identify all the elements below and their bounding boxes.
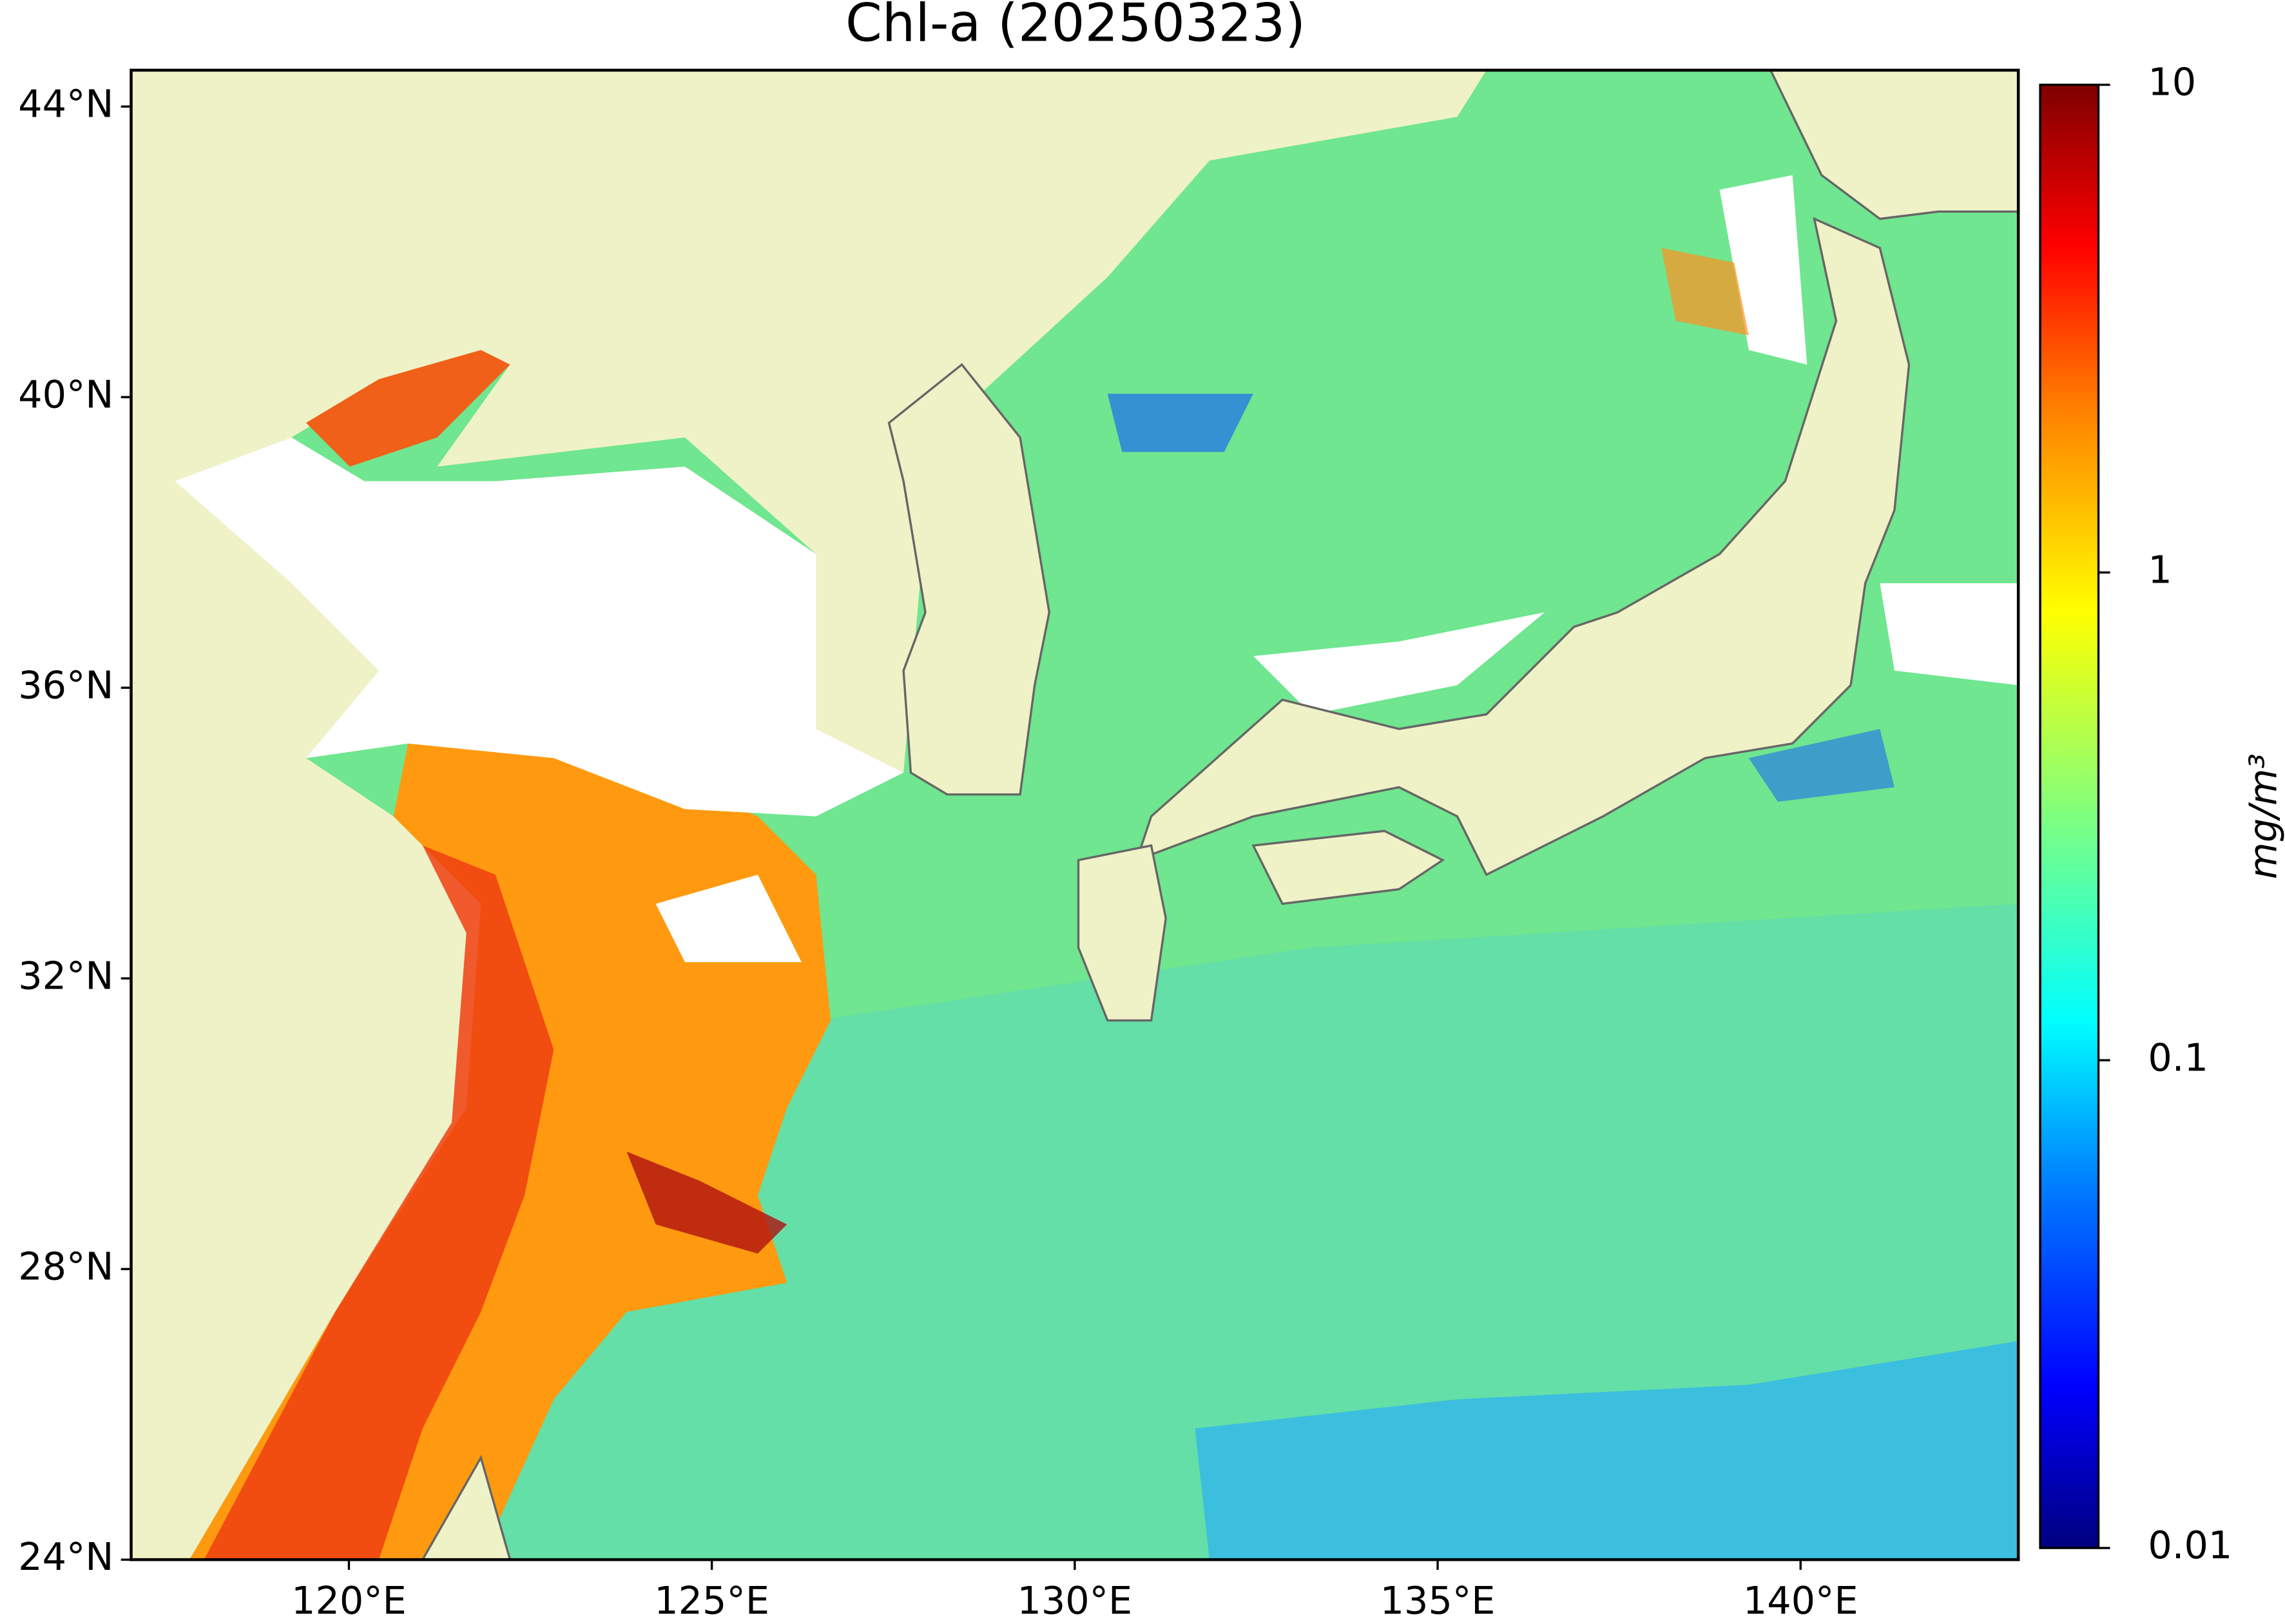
land-korea: [887, 363, 1050, 796]
lon-tick-label: 120°E: [291, 1578, 407, 1623]
bohai-bloom: [305, 350, 510, 467]
colorbar-tick-label: 10: [2148, 60, 2196, 104]
sea-coastal-bloom: [204, 846, 554, 1560]
lat-tick-label: 44°N: [18, 81, 113, 126]
lon-tick-label: 135°E: [1380, 1578, 1496, 1623]
lat-tick-label: 36°N: [18, 662, 113, 707]
colorbar: [2039, 83, 2100, 1549]
land-taiwan: [421, 1455, 512, 1560]
japan-sea-bloom: [1661, 247, 1749, 336]
colorbar-tick-label: 1: [2148, 547, 2172, 592]
land-hokkaido: [1769, 70, 2019, 220]
cloud: [1719, 175, 1808, 365]
cloud: [655, 875, 802, 962]
sea-blue-patch: [1748, 729, 1895, 802]
colorbar-tick-label: 0.01: [2148, 1523, 2232, 1567]
lat-tick-label: 28°N: [18, 1244, 113, 1288]
cloud: [1880, 583, 2019, 686]
lat-tick-label: 32°N: [18, 953, 113, 998]
sea-blue-patch: [1107, 393, 1253, 452]
colorbar-tick-label: 0.1: [2148, 1035, 2208, 1079]
land-kyushu: [1077, 844, 1167, 1022]
lon-tick-label: 125°E: [654, 1578, 769, 1623]
land-japan: [1135, 217, 1911, 876]
lat-tick-label: 40°N: [18, 372, 113, 416]
sea-bloom-patch: [626, 1151, 787, 1254]
lon-tick-label: 130°E: [1017, 1578, 1132, 1623]
map-title: Chl-a (20250323): [845, 0, 1306, 54]
colorbar-label: mg/m³: [2241, 753, 2285, 879]
sea-low-chl: [1195, 1340, 2019, 1560]
lat-tick-label: 24°N: [18, 1534, 113, 1579]
map-area: [131, 70, 2019, 1560]
lon-tick-label: 140°E: [1743, 1578, 1858, 1623]
land-shikoku: [1251, 829, 1445, 905]
cloud: [1253, 612, 1545, 715]
cloud: [175, 437, 904, 817]
